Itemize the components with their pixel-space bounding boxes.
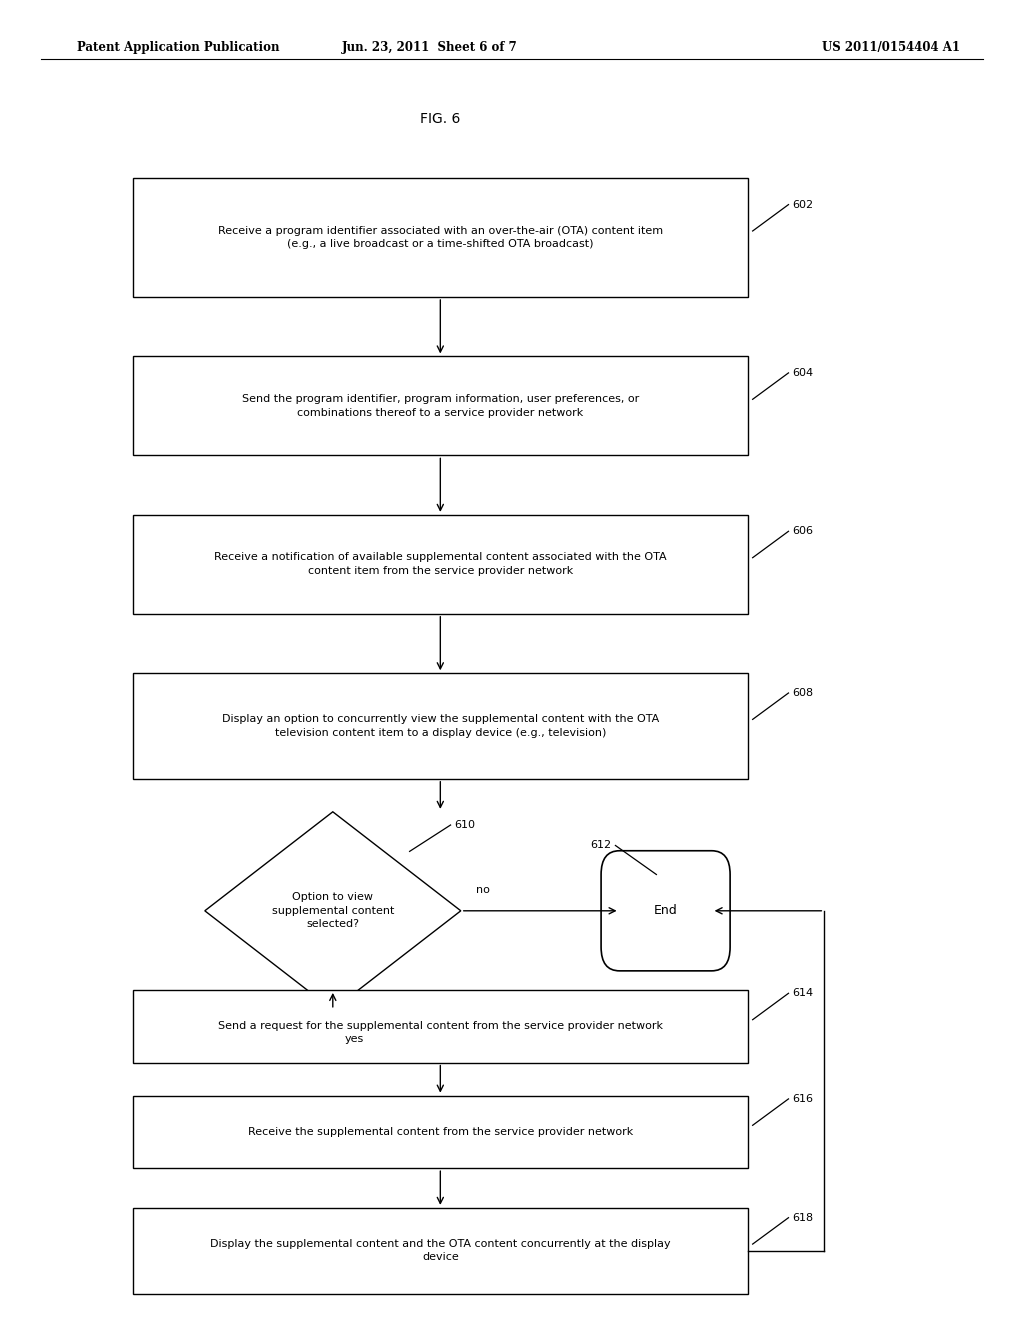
FancyBboxPatch shape [133,515,748,614]
FancyBboxPatch shape [601,851,730,972]
Text: Send the program identifier, program information, user preferences, or
combinati: Send the program identifier, program inf… [242,395,639,417]
FancyBboxPatch shape [133,1096,748,1168]
FancyBboxPatch shape [133,1208,748,1294]
Text: Display the supplemental content and the OTA content concurrently at the display: Display the supplemental content and the… [210,1239,671,1262]
Text: Jun. 23, 2011  Sheet 6 of 7: Jun. 23, 2011 Sheet 6 of 7 [342,41,518,54]
Text: 602: 602 [793,199,814,210]
Polygon shape [205,812,461,1010]
FancyBboxPatch shape [133,990,748,1063]
Text: US 2011/0154404 A1: US 2011/0154404 A1 [822,41,959,54]
FancyBboxPatch shape [133,356,748,455]
Text: Receive a program identifier associated with an over-the-air (OTA) content item
: Receive a program identifier associated … [218,226,663,249]
FancyBboxPatch shape [133,673,748,779]
FancyBboxPatch shape [133,178,748,297]
Text: 616: 616 [793,1094,814,1104]
Text: no: no [476,884,490,895]
Text: Receive the supplemental content from the service provider network: Receive the supplemental content from th… [248,1127,633,1137]
Text: Option to view
supplemental content
selected?: Option to view supplemental content sele… [271,892,394,929]
Text: Display an option to concurrently view the supplemental content with the OTA
tel: Display an option to concurrently view t… [221,714,659,738]
Text: 612: 612 [590,841,611,850]
Text: 606: 606 [793,527,814,536]
Text: 618: 618 [793,1213,814,1222]
Text: yes: yes [345,1034,365,1044]
Text: Receive a notification of available supplemental content associated with the OTA: Receive a notification of available supp… [214,553,667,576]
Text: Send a request for the supplemental content from the service provider network: Send a request for the supplemental cont… [218,1022,663,1031]
Text: End: End [653,904,678,917]
Text: 604: 604 [793,368,814,378]
Text: 614: 614 [793,989,814,998]
Text: Patent Application Publication: Patent Application Publication [77,41,280,54]
Text: FIG. 6: FIG. 6 [420,112,461,125]
Text: 610: 610 [455,820,476,830]
Text: 608: 608 [793,688,814,698]
